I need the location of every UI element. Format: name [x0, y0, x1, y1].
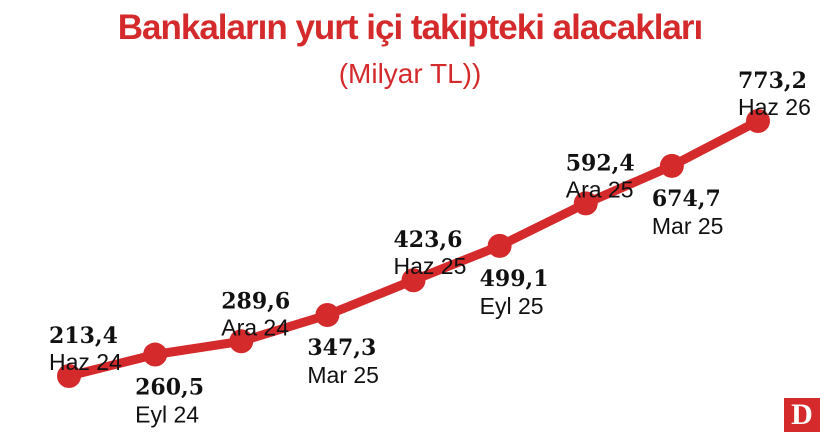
data-point [401, 268, 426, 293]
x-tick-label: Haz 26 [738, 94, 811, 120]
x-tick-label: Mar 25 [652, 213, 724, 239]
value-label: 289,6 [221, 288, 290, 314]
value-label: 213,4 [49, 323, 118, 349]
x-tick-label: Ara 24 [221, 314, 289, 340]
chart-title: Bankaların yurt içi takipteki alacakları [117, 8, 703, 47]
value-label: 499,1 [480, 266, 549, 292]
data-point [57, 364, 81, 388]
x-tick-label: Haz 25 [394, 253, 467, 279]
x-tick-label: Eyl 25 [480, 293, 544, 319]
x-tick-label: Ara 25 [566, 176, 634, 202]
publisher-logo: D [784, 398, 820, 432]
value-label: 260,5 [135, 375, 204, 401]
data-point [315, 303, 340, 328]
data-point [229, 329, 254, 354]
value-label: 773,2 [738, 68, 807, 94]
data-point [143, 342, 168, 367]
data-point [746, 109, 770, 133]
data-point [573, 191, 598, 216]
x-tick-label: Haz 24 [49, 349, 122, 375]
chart-subtitle: (Milyar TL)) [338, 58, 482, 89]
data-point [487, 233, 512, 258]
value-label: 674,7 [652, 186, 721, 212]
x-tick-label: Eyl 24 [135, 402, 199, 428]
value-label: 423,6 [394, 227, 463, 253]
value-label: 347,3 [307, 335, 376, 361]
data-point [659, 153, 684, 178]
value-label: 592,4 [566, 150, 635, 176]
x-tick-label: Mar 25 [307, 362, 379, 388]
